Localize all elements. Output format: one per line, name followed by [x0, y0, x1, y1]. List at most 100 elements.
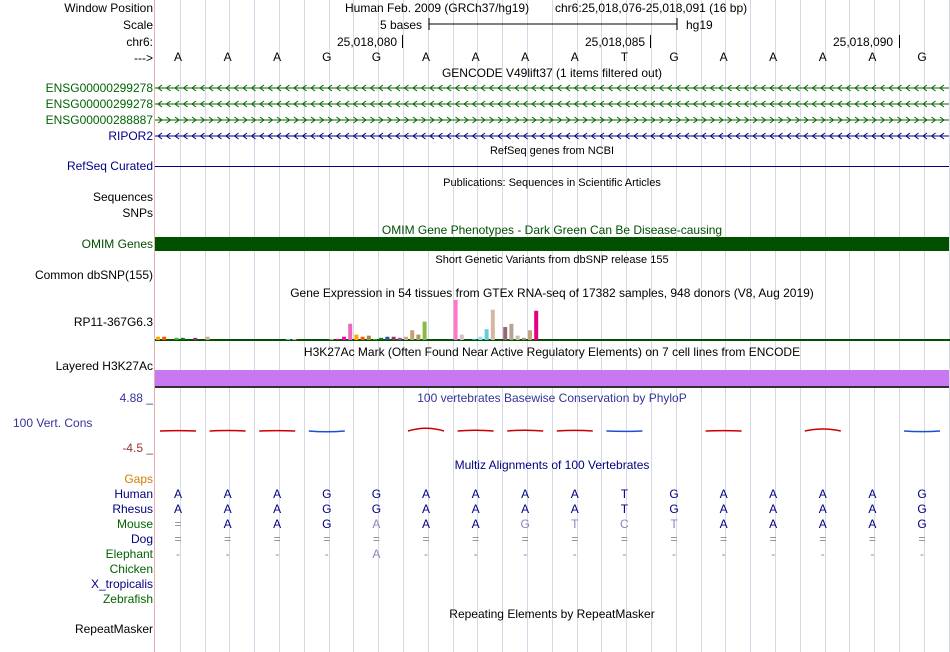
- gtex-tissue-bar[interactable]: [156, 336, 160, 340]
- gencode-gene-label[interactable]: ENSG00000288887: [45, 113, 153, 127]
- gtex-tissue-bar[interactable]: [391, 336, 396, 340]
- phylop-label[interactable]: 100 Vert. Cons: [13, 416, 93, 430]
- omim-label[interactable]: OMIM Genes: [81, 237, 153, 251]
- strand-chevron: [182, 100, 188, 108]
- gtex-tissue-bar[interactable]: [410, 330, 415, 340]
- strand-chevron: [386, 132, 392, 140]
- gtex-tissue-bar[interactable]: [422, 321, 427, 340]
- gtex-tissue-bar[interactable]: [404, 336, 408, 340]
- h3k27ac-signal[interactable]: [155, 370, 949, 387]
- strand-chevron: [905, 132, 911, 140]
- gridline: [452, 0, 454, 652]
- refseq-label[interactable]: RefSeq Curated: [66, 159, 153, 173]
- alignment-base: A: [471, 502, 480, 516]
- strand-chevron: [590, 132, 596, 140]
- gencode-gene-line[interactable]: [155, 83, 949, 93]
- gtex-tissue-bar[interactable]: [180, 337, 185, 340]
- strand-chevron: [412, 132, 418, 140]
- gtex-tissue-bar[interactable]: [366, 335, 371, 340]
- gtex-tissue-bar[interactable]: [484, 329, 489, 340]
- omim-bar[interactable]: [155, 237, 949, 251]
- gtex-tissue-bar[interactable]: [329, 338, 334, 340]
- gtex-tissue-bar[interactable]: [348, 323, 353, 340]
- strand-chevron: [276, 84, 282, 92]
- sequences-label[interactable]: Sequences: [92, 190, 153, 204]
- gtex-tissue-bar[interactable]: [453, 300, 458, 340]
- gtex-tissue-bar[interactable]: [174, 337, 179, 340]
- repeatmasker-label[interactable]: RepeatMasker: [74, 622, 153, 636]
- strand-chevron: [888, 84, 894, 92]
- phylop-score[interactable]: [507, 429, 544, 432]
- phylop-score[interactable]: [804, 428, 841, 432]
- gtex-tissue-bar[interactable]: [193, 337, 198, 340]
- reference-base: A: [769, 50, 778, 64]
- gtex-gene-label[interactable]: RP11-367G6.3: [73, 315, 153, 329]
- gtex-tissue-bar[interactable]: [528, 330, 532, 340]
- gtex-tissue-bar[interactable]: [162, 336, 167, 340]
- gtex-tissue-bar[interactable]: [335, 338, 340, 340]
- gtex-chart[interactable]: [155, 299, 950, 342]
- strand-chevron: [497, 132, 503, 140]
- alignment-base: G: [669, 502, 679, 516]
- gtex-tissue-bar[interactable]: [354, 334, 359, 340]
- gencode-gene-label[interactable]: ENSG00000299278: [45, 81, 153, 95]
- position-readout[interactable]: chr6:25,018,076-25,018,091 (16 bp): [555, 1, 748, 15]
- phylop-score[interactable]: [457, 429, 494, 432]
- strand-chevron: [225, 132, 231, 140]
- gencode-gene-label[interactable]: RIPOR2: [108, 129, 153, 143]
- phylop-score[interactable]: [407, 427, 445, 432]
- phylop-score[interactable]: [209, 429, 246, 432]
- gtex-tissue-bar[interactable]: [342, 336, 346, 340]
- strand-chevron: [250, 132, 256, 140]
- species-label[interactable]: Mouse: [116, 517, 153, 531]
- strand-chevron: [191, 116, 197, 124]
- strand-chevron: [905, 100, 911, 108]
- species-label[interactable]: Chicken: [109, 562, 153, 576]
- species-label[interactable]: Elephant: [105, 547, 153, 561]
- gencode-gene-line[interactable]: [155, 131, 949, 141]
- gtex-tissue-bar[interactable]: [509, 323, 514, 340]
- phylop-max: 4.88 _: [119, 391, 153, 405]
- gtex-tissue-bar[interactable]: [385, 336, 390, 340]
- species-label[interactable]: Zebrafish: [102, 592, 153, 606]
- gtex-tissue-bar[interactable]: [534, 310, 539, 340]
- gtex-tissue-bar[interactable]: [503, 327, 508, 340]
- phylop-chart[interactable]: [155, 420, 950, 440]
- strand-chevron: [769, 116, 775, 124]
- gtex-tissue-bar[interactable]: [292, 338, 297, 340]
- gtex-tissue-bar[interactable]: [490, 309, 495, 340]
- species-label[interactable]: Human: [114, 487, 153, 501]
- gtex-tissue-bar[interactable]: [459, 334, 464, 340]
- gtex-tissue-bar[interactable]: [205, 336, 210, 340]
- phylop-score[interactable]: [903, 430, 941, 433]
- snps-label[interactable]: SNPs: [122, 206, 153, 220]
- species-label[interactable]: X_tropicalis: [90, 577, 153, 591]
- gtex-tissue-bar[interactable]: [360, 336, 365, 340]
- gtex-tissue-bar[interactable]: [416, 334, 421, 340]
- alignment-base: G: [917, 517, 927, 531]
- species-label[interactable]: Rhesus: [112, 502, 153, 516]
- gtex-tissue-bar[interactable]: [286, 338, 291, 340]
- gtex-tissue-bar[interactable]: [397, 337, 402, 340]
- gtex-tissue-bar[interactable]: [521, 337, 526, 340]
- phylop-score[interactable]: [308, 430, 345, 433]
- gencode-gene-line[interactable]: [155, 115, 949, 125]
- strand-chevron: [930, 132, 936, 140]
- strand-chevron: [650, 84, 656, 92]
- gencode-gene-label[interactable]: ENSG00000299278: [45, 97, 153, 111]
- gtex-tissue-bar[interactable]: [379, 337, 384, 340]
- species-label[interactable]: Dog: [130, 532, 153, 546]
- gtex-tissue-bar[interactable]: [373, 338, 377, 340]
- gtex-tissue-bar[interactable]: [515, 335, 520, 340]
- gridline: [254, 0, 256, 652]
- phylop-score[interactable]: [556, 429, 593, 432]
- strand-chevron: [607, 84, 613, 92]
- dbsnp-label[interactable]: Common dbSNP(155): [34, 268, 153, 282]
- gaps-label[interactable]: Gaps: [124, 472, 153, 486]
- gencode-gene-line[interactable]: [155, 99, 949, 109]
- refseq-line[interactable]: [155, 166, 949, 167]
- gtex-tissue-bar[interactable]: [472, 338, 477, 340]
- strand-chevron: [242, 132, 248, 140]
- h3k27ac-label[interactable]: Layered H3K27Ac: [55, 359, 153, 373]
- gtex-tissue-bar[interactable]: [478, 336, 483, 340]
